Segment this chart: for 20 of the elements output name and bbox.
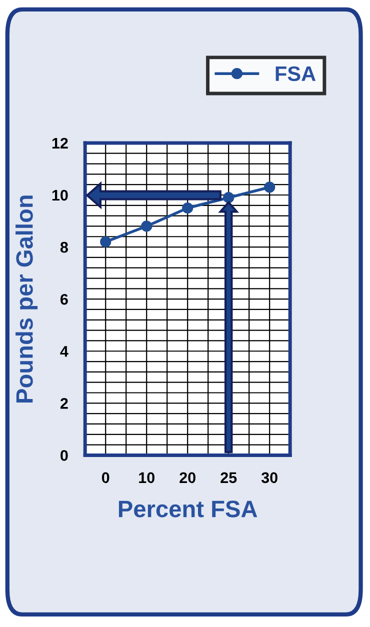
- x-tick-label: 25: [220, 472, 237, 484]
- point: [100, 236, 112, 248]
- x-tick-label: 30: [261, 472, 278, 484]
- point: [141, 220, 152, 232]
- y-tick-label: 10: [52, 190, 68, 201]
- y-tick-label: 0: [60, 450, 68, 461]
- x-tick-label: 20: [180, 472, 196, 484]
- y-tick-label: 2: [60, 398, 68, 409]
- y-tick-label: 6: [60, 294, 68, 305]
- y-tick-label: 4: [60, 346, 68, 357]
- legend-label: FSA: [276, 66, 316, 82]
- point: [223, 192, 234, 204]
- x-tick-label: 10: [139, 472, 154, 484]
- point: [182, 202, 194, 214]
- point: [264, 182, 276, 193]
- x-tick-label: 0: [102, 472, 110, 484]
- y-tick-label: 8: [60, 242, 68, 253]
- y-axis-title: Pounds per Gallon: [16, 196, 38, 402]
- y-tick-label: 12: [52, 138, 68, 148]
- x-axis-title: Percent FSA: [118, 500, 258, 518]
